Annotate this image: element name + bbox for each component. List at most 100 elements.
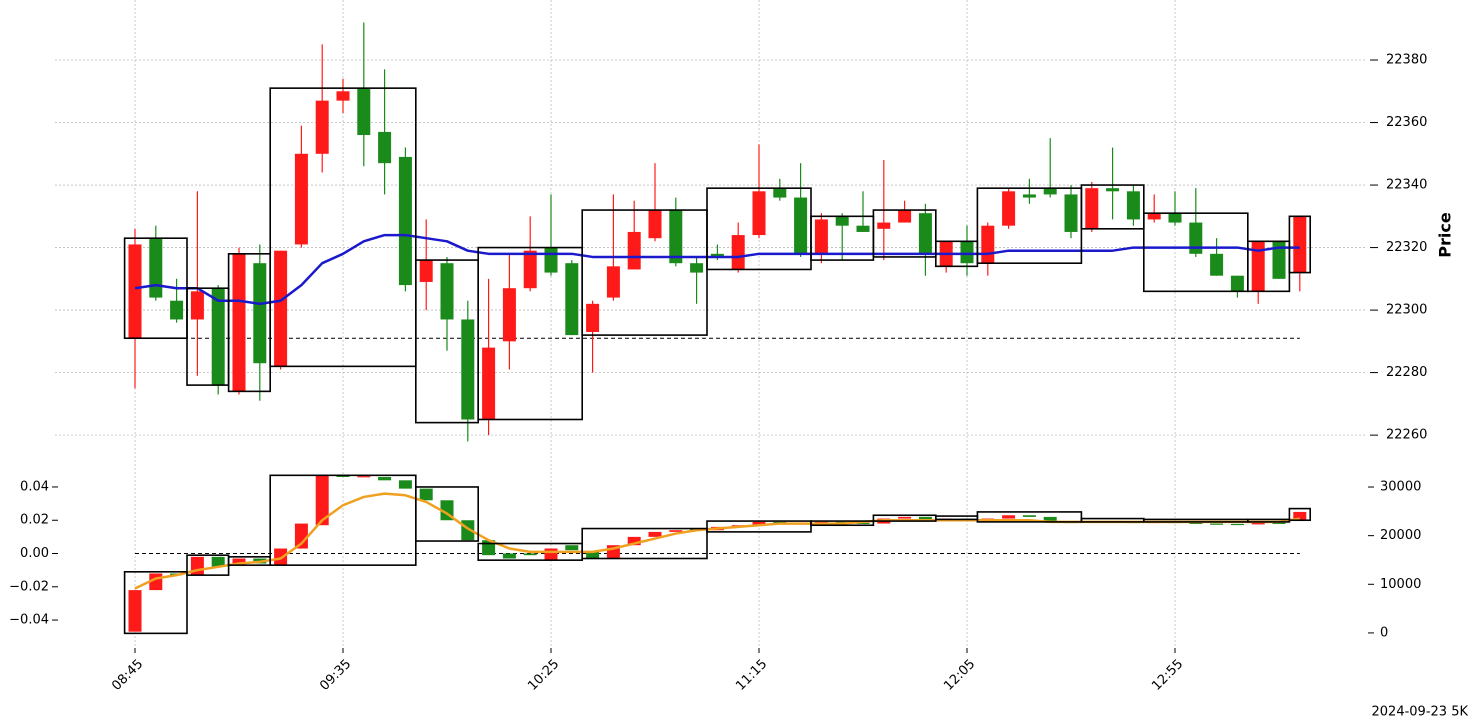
candle-body <box>440 263 454 320</box>
range-box <box>269 87 417 368</box>
y-tick-label: 0.00 <box>20 546 49 561</box>
candle-body <box>1106 188 1120 192</box>
candle-body <box>1002 191 1016 226</box>
range-box <box>581 209 708 336</box>
candle-body <box>482 347 496 420</box>
candle-body <box>336 91 350 101</box>
x-tick-label: 12:55 <box>1149 657 1186 694</box>
candle-body <box>1230 275 1244 292</box>
candle-body <box>1002 515 1016 519</box>
x-tick-label: 08:45 <box>109 657 146 694</box>
candle-body <box>752 521 766 526</box>
candle-body <box>294 153 308 245</box>
candle-body <box>1189 222 1203 254</box>
candle-body <box>294 523 308 549</box>
candle-body <box>835 216 849 226</box>
y-tick-label: 0.02 <box>20 513 49 528</box>
candle-body <box>814 219 828 254</box>
candle-body <box>1272 522 1286 524</box>
y-tick-label: 22340 <box>1386 178 1427 193</box>
candle-body <box>586 303 600 332</box>
x-tick-label: 09:35 <box>317 657 354 694</box>
y-tick-label: 22300 <box>1386 303 1427 318</box>
candle-body <box>502 288 516 342</box>
candle-body <box>565 545 579 551</box>
candle-body <box>752 191 766 236</box>
candle-body <box>232 558 246 566</box>
candle-body <box>1043 188 1057 195</box>
candle-body <box>898 210 912 223</box>
range-box <box>1288 507 1312 522</box>
candle-body <box>648 210 662 239</box>
candle-body <box>565 263 579 336</box>
candle-body <box>398 156 412 286</box>
candle-body <box>315 475 329 526</box>
candle-body <box>523 553 537 556</box>
range-box <box>934 515 979 521</box>
candle-body <box>981 225 995 264</box>
y-tick-label: −0.02 <box>9 579 49 594</box>
candle-body <box>1230 523 1244 526</box>
y-tick-label: 22280 <box>1386 365 1427 380</box>
y-tick-label: 22260 <box>1386 428 1427 443</box>
candle-body <box>1210 523 1224 525</box>
candle-body <box>419 488 433 501</box>
candle-body <box>1293 511 1307 521</box>
candle-body <box>669 530 683 532</box>
candle-body <box>190 291 204 320</box>
range-box <box>414 486 479 542</box>
candle-body <box>502 553 516 559</box>
range-box <box>581 527 708 560</box>
candle-body <box>918 516 932 520</box>
y-tick-label: 22360 <box>1386 115 1427 130</box>
candle-body <box>1189 522 1203 524</box>
range-box <box>123 571 188 635</box>
range-box <box>810 520 875 527</box>
y2-tick-label: 10000 <box>1380 577 1421 592</box>
range-box <box>1080 517 1145 523</box>
candle-body <box>773 188 787 198</box>
candle-body <box>211 288 225 386</box>
candle-body <box>544 548 558 561</box>
candle-body <box>253 263 267 364</box>
y-tick-label: 22380 <box>1386 53 1427 68</box>
x-tick-label: 12:05 <box>941 657 978 694</box>
candle-body <box>690 263 704 273</box>
candle-body <box>1085 188 1099 229</box>
candle-body <box>1210 253 1224 276</box>
candle-body <box>1251 241 1265 292</box>
moving-line <box>134 492 1300 590</box>
candle-body <box>357 476 371 478</box>
x-tick-label: 10:25 <box>525 657 562 694</box>
candle-body <box>1272 241 1286 279</box>
candle-body <box>669 210 683 264</box>
candle-body <box>1043 516 1057 522</box>
candle-body <box>586 551 600 559</box>
candle-body <box>398 480 412 489</box>
y2-tick-label: 30000 <box>1380 480 1421 495</box>
x-tick-label: 11:15 <box>733 657 770 694</box>
range-box <box>976 511 1083 523</box>
candle-body <box>1126 191 1140 220</box>
y2-tick-label: 0 <box>1380 625 1388 640</box>
candle-body <box>357 88 371 136</box>
candle-body <box>1147 213 1161 220</box>
y-tick-label: 0.04 <box>20 479 49 494</box>
candle-body <box>1022 194 1036 198</box>
candle-body <box>918 213 932 254</box>
candle-body <box>211 556 225 567</box>
candle-body <box>856 225 870 232</box>
candle-body <box>794 197 808 254</box>
candle-body <box>128 590 142 632</box>
candle-body <box>336 475 350 477</box>
candle-body <box>128 244 142 339</box>
candle-body <box>731 235 745 270</box>
candle-body <box>378 131 392 164</box>
candle-body <box>419 260 433 282</box>
candle-body <box>648 531 662 537</box>
candle-body <box>274 250 288 367</box>
candle-body <box>1168 213 1182 223</box>
candle-body <box>1022 515 1036 517</box>
candle-body <box>627 536 641 546</box>
